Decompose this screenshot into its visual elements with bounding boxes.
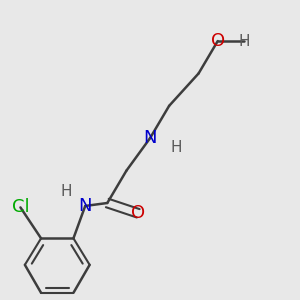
Text: Cl: Cl	[12, 198, 29, 216]
Text: H: H	[60, 184, 72, 199]
Text: H: H	[171, 140, 182, 154]
Text: N: N	[143, 129, 157, 147]
Text: O: O	[211, 32, 225, 50]
Text: N: N	[79, 197, 92, 215]
Text: H: H	[238, 34, 250, 49]
Text: O: O	[131, 204, 145, 222]
